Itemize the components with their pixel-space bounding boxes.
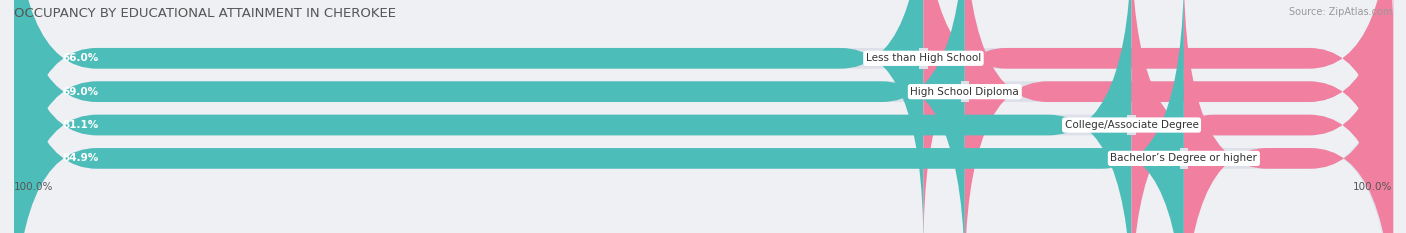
Text: 100.0%: 100.0% [1353,182,1392,192]
Text: Bachelor’s Degree or higher: Bachelor’s Degree or higher [1111,153,1257,163]
Text: OCCUPANCY BY EDUCATIONAL ATTAINMENT IN CHEROKEE: OCCUPANCY BY EDUCATIONAL ATTAINMENT IN C… [14,7,396,20]
FancyBboxPatch shape [14,0,965,233]
FancyBboxPatch shape [920,48,928,69]
FancyBboxPatch shape [14,0,1392,233]
FancyBboxPatch shape [14,0,1392,233]
FancyBboxPatch shape [1184,0,1393,233]
Text: 18.9%: 18.9% [1152,120,1185,130]
FancyBboxPatch shape [14,0,1392,233]
Text: 81.1%: 81.1% [62,120,98,130]
FancyBboxPatch shape [965,0,1392,233]
FancyBboxPatch shape [1132,0,1392,233]
FancyBboxPatch shape [14,0,924,233]
Text: 69.0%: 69.0% [62,87,98,97]
FancyBboxPatch shape [14,0,1184,233]
Text: 66.0%: 66.0% [62,53,98,63]
FancyBboxPatch shape [14,0,1392,233]
Text: 15.2%: 15.2% [1204,153,1236,163]
Text: 100.0%: 100.0% [14,182,53,192]
Text: Source: ZipAtlas.com: Source: ZipAtlas.com [1288,7,1392,17]
Text: 34.0%: 34.0% [945,53,977,63]
FancyBboxPatch shape [924,0,1392,233]
FancyBboxPatch shape [960,81,969,102]
Text: 31.0%: 31.0% [986,87,1018,97]
Text: Less than High School: Less than High School [866,53,981,63]
FancyBboxPatch shape [14,0,1132,233]
Text: High School Diploma: High School Diploma [911,87,1019,97]
Text: 84.9%: 84.9% [62,153,98,163]
FancyBboxPatch shape [1180,148,1188,169]
Text: College/Associate Degree: College/Associate Degree [1064,120,1198,130]
FancyBboxPatch shape [1128,115,1136,135]
